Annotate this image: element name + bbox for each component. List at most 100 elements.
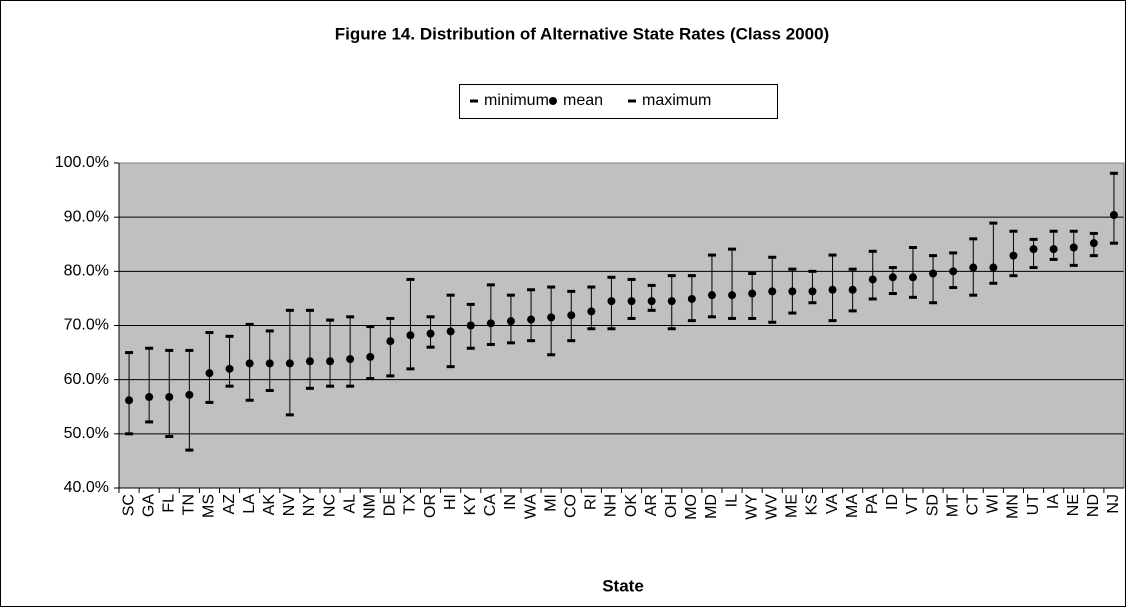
mean-marker	[808, 287, 817, 296]
mean-marker	[1089, 239, 1098, 248]
mean-marker	[1029, 245, 1038, 254]
mean-marker	[1069, 243, 1078, 252]
mean-marker	[949, 267, 958, 276]
x-tick-label: LA	[241, 494, 258, 514]
mean-marker	[527, 315, 536, 324]
mean-marker	[607, 297, 616, 306]
x-tick-label: PA	[864, 494, 881, 514]
mean-marker	[728, 291, 737, 300]
mean-marker	[868, 275, 877, 284]
x-tick-label: ND	[1085, 494, 1102, 517]
mean-marker	[929, 269, 938, 278]
mean-marker	[828, 285, 837, 294]
mean-marker	[627, 297, 636, 306]
x-tick-label: CA	[482, 494, 499, 517]
mean-marker	[446, 327, 455, 336]
x-tick-label: MA	[844, 494, 861, 518]
mean-marker	[748, 289, 757, 298]
x-tick-label: WI	[985, 494, 1002, 514]
x-axis-title: State	[602, 576, 644, 595]
mean-marker	[908, 273, 917, 282]
x-tick-label: SD	[924, 494, 941, 516]
mean-marker	[366, 352, 375, 361]
x-tick-label: CO	[562, 494, 579, 518]
mean-marker	[125, 396, 134, 405]
x-tick-label: AZ	[221, 494, 238, 515]
mean-marker	[667, 297, 676, 306]
x-tick-label: ME	[784, 494, 801, 518]
x-tick-label: VT	[904, 494, 921, 515]
x-tick-label: VA	[824, 494, 841, 514]
x-tick-label: WV	[763, 494, 780, 520]
x-tick-label: MO	[683, 494, 700, 520]
mean-marker	[549, 97, 557, 105]
mean-marker	[587, 307, 596, 316]
x-tick-label: FL	[160, 494, 177, 513]
x-tick-label: AL	[341, 494, 358, 514]
x-tick-label: UT	[1025, 494, 1042, 516]
mean-marker	[506, 317, 515, 326]
mean-marker	[788, 287, 797, 296]
x-tick-label: HI	[442, 494, 459, 510]
y-tick-label: 60.0%	[64, 371, 109, 388]
mean-marker	[848, 285, 857, 294]
x-tick-label: KS	[804, 494, 821, 515]
x-tick-label: MI	[542, 494, 559, 512]
x-tick-label: NY	[301, 494, 318, 517]
x-tick-label: MN	[1005, 494, 1022, 519]
mean-marker	[165, 393, 174, 401]
mean-marker	[406, 331, 415, 340]
y-tick-label: 100.0%	[55, 154, 109, 171]
mean-marker	[547, 313, 556, 322]
mean-marker	[567, 311, 576, 320]
x-tick-label: KY	[462, 494, 479, 516]
mean-marker	[225, 364, 234, 373]
mean-marker	[185, 390, 194, 399]
chart-title: Figure 14. Distribution of Alternative S…	[335, 24, 829, 43]
x-tick-label: CT	[964, 494, 981, 516]
x-tick-label: OH	[663, 494, 680, 518]
x-tick-label: AR	[643, 494, 660, 516]
mean-marker	[888, 273, 897, 282]
x-tick-label: NM	[361, 494, 378, 519]
mean-marker	[989, 263, 998, 272]
x-tick-label: TX	[402, 494, 419, 515]
mean-marker	[466, 321, 475, 330]
x-tick-label: GA	[140, 494, 157, 517]
x-tick-label: OR	[422, 494, 439, 518]
mean-marker	[285, 359, 294, 368]
mean-marker	[386, 337, 395, 346]
mean-marker	[1109, 211, 1118, 219]
legend-box	[459, 84, 778, 119]
x-tick-label: WY	[743, 494, 760, 520]
x-tick-label: NC	[321, 494, 338, 517]
legend-label: mean	[563, 92, 603, 109]
x-tick-label: DE	[382, 494, 399, 516]
mean-marker	[145, 393, 154, 401]
mean-marker	[1009, 251, 1018, 260]
x-tick-label: IL	[723, 494, 740, 507]
x-tick-label: AK	[261, 494, 278, 516]
x-tick-label: NV	[281, 494, 298, 517]
x-tick-label: IN	[502, 494, 519, 510]
x-tick-label: MT	[944, 494, 961, 517]
x-tick-label: NJ	[1105, 494, 1122, 514]
x-tick-label: NE	[1065, 494, 1082, 516]
x-tick-label: MD	[703, 494, 720, 519]
x-tick-label: MS	[201, 494, 218, 518]
mean-marker	[326, 357, 335, 366]
mean-marker	[768, 287, 777, 296]
mean-marker	[707, 291, 716, 300]
x-tick-label: SC	[120, 494, 137, 516]
x-tick-label: RI	[583, 494, 600, 510]
mean-marker	[346, 355, 355, 364]
mean-marker	[426, 329, 435, 338]
y-tick-label: 40.0%	[64, 479, 109, 496]
mean-marker	[687, 294, 696, 303]
mean-marker	[305, 357, 314, 366]
mean-marker	[486, 319, 495, 328]
mean-marker	[1049, 245, 1058, 254]
x-tick-label: ID	[884, 494, 901, 510]
y-tick-label: 50.0%	[64, 425, 109, 442]
legend-label: maximum	[642, 92, 711, 109]
